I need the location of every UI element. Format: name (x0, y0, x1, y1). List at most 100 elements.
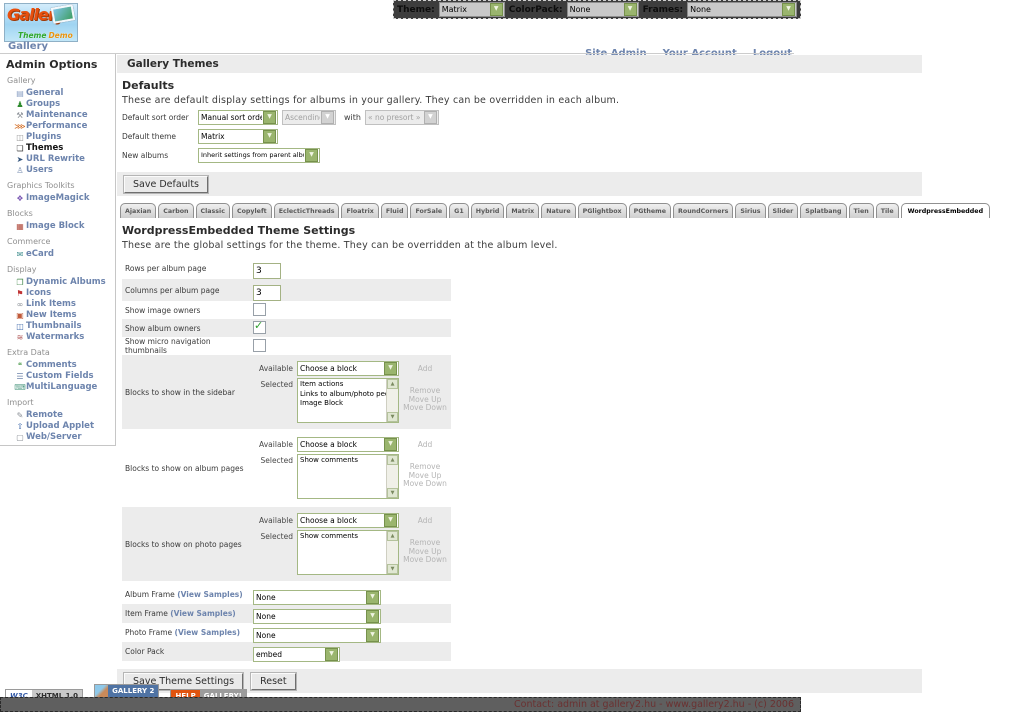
action-move-up[interactable]: Move Up (408, 546, 442, 556)
action-remove[interactable]: Remove (409, 386, 441, 395)
tab-copyleft[interactable]: Copyleft (231, 203, 272, 218)
frames-select[interactable]: None ▼ (687, 2, 797, 17)
sidebar-item-url-rewrite[interactable]: ➤ URL Rewrite (6, 154, 115, 165)
listbox-scrollbar[interactable]: ▲ ▼ (386, 455, 398, 498)
number-input[interactable] (253, 284, 281, 301)
gallery2-badge[interactable]: GALLERY 2 (94, 684, 160, 699)
view-samples-link[interactable]: (View Samples) (174, 628, 241, 637)
tab-roundcorners[interactable]: RoundCorners (673, 203, 734, 218)
sidebar-item-general[interactable]: ▤ General (6, 88, 115, 99)
add-action[interactable]: Add (417, 516, 433, 525)
sidebar-item-image-block[interactable]: ▦ Image Block (6, 221, 115, 232)
listbox-scrollbar[interactable]: ▲ ▼ (386, 531, 398, 574)
sidebar-item-maintenance[interactable]: ⚒ Maintenance (6, 110, 115, 121)
listbox-option[interactable]: Links to album/photo peers (300, 389, 387, 398)
sidebar-item-imagemagick[interactable]: ❖ ImageMagick (6, 193, 115, 204)
tab-tile[interactable]: Tile (875, 203, 899, 218)
sidebar-item-thumbnails[interactable]: ◫ Thumbnails (6, 321, 115, 332)
selected-blocks-listbox[interactable]: Show comments ▲ ▼ (297, 530, 399, 575)
action-move-down[interactable]: Move Down (403, 479, 447, 488)
tab-matrix[interactable]: Matrix (506, 203, 540, 218)
dropdown-select[interactable]: Choose a block ▼ (297, 361, 399, 376)
tab-splatbang[interactable]: Splatbang (800, 203, 847, 218)
sidebar-item-ecard[interactable]: ✉ eCard (6, 249, 115, 260)
checkbox[interactable] (253, 319, 266, 334)
dropdown-select[interactable]: None ▼ (253, 608, 381, 624)
tab-pgtheme[interactable]: PGtheme (628, 203, 672, 218)
action-remove[interactable]: Remove (409, 462, 441, 471)
tab-eclecticthreads[interactable]: EclecticThreads (273, 203, 340, 218)
colorpack-select[interactable]: None ▼ (566, 2, 639, 17)
number-input[interactable] (253, 262, 281, 279)
tab-tien[interactable]: Tien (848, 203, 874, 218)
sidebar-item-multilanguage[interactable]: ⌨ MultiLanguage (14, 382, 98, 392)
tab-floatrix[interactable]: Floatrix (341, 203, 379, 218)
save-defaults-button[interactable]: Save Defaults (124, 175, 208, 193)
sidebar-item-plugins[interactable]: ◫ Plugins (6, 132, 115, 143)
scroll-down-icon[interactable]: ▼ (387, 412, 398, 422)
view-samples-link[interactable]: (View Samples) (170, 609, 236, 618)
reset-button[interactable]: Reset (251, 672, 296, 690)
listbox-option[interactable]: Show comments (300, 532, 359, 540)
dropdown-select[interactable]: None ▼ (253, 627, 381, 643)
add-action[interactable]: Add (417, 440, 433, 449)
listbox-option[interactable]: Image Block (300, 399, 344, 407)
tab-forsale[interactable]: ForSale (410, 203, 448, 218)
action-move-down[interactable]: Move Down (403, 555, 447, 564)
scroll-up-icon[interactable]: ▲ (387, 455, 398, 465)
scroll-down-icon[interactable]: ▼ (387, 564, 398, 574)
tab-classic[interactable]: Classic (195, 203, 230, 218)
tab-fluid[interactable]: Fluid (380, 203, 409, 218)
tab-g1[interactable]: G1 (449, 203, 469, 218)
sidebar-item-performance[interactable]: ⋙ Performance (14, 121, 88, 131)
tab-pglightbox[interactable]: PGlightbox (577, 203, 627, 218)
sidebar-item-users[interactable]: ♙ Users (6, 165, 115, 176)
checkbox[interactable] (253, 302, 266, 316)
new-albums-select[interactable]: Inherit settings from parent album ▼ (198, 147, 320, 163)
tab-wordpressembedded[interactable]: WordpressEmbedded (900, 203, 991, 218)
sidebar-item-groups[interactable]: ♟ Groups (6, 99, 115, 110)
default-sort-order-select[interactable]: Manual sort order ▼ (198, 109, 278, 125)
sidebar-item-web-server[interactable]: ▢ Web/Server (6, 432, 115, 443)
action-remove[interactable]: Remove (409, 538, 441, 547)
sidebar-item-remote[interactable]: ✎ Remote (6, 410, 115, 421)
scroll-up-icon[interactable]: ▲ (387, 379, 398, 389)
dropdown-select[interactable]: None ▼ (253, 589, 381, 605)
gallery-home-link[interactable]: Gallery (8, 41, 49, 52)
new-items-icon: ▣ (16, 311, 24, 320)
theme-select[interactable]: Matrix ▼ (438, 2, 505, 17)
checkbox[interactable] (253, 338, 266, 352)
dropdown-select[interactable]: Choose a block ▼ (297, 513, 399, 528)
selected-blocks-listbox[interactable]: Show comments ▲ ▼ (297, 454, 399, 499)
gallery-logo[interactable]: Gallery Theme Demo (4, 3, 78, 42)
scroll-down-icon[interactable]: ▼ (387, 488, 398, 498)
tab-carbon[interactable]: Carbon (158, 203, 194, 218)
view-samples-link[interactable]: (View Samples) (177, 590, 243, 599)
sidebar-item-new-items[interactable]: ▣ New Items (6, 310, 115, 321)
tab-ajaxian[interactable]: Ajaxian (120, 203, 157, 218)
sidebar-item-icons[interactable]: ⚑ Icons (6, 288, 115, 299)
sidebar-item-link-items[interactable]: ∞ Link Items (6, 299, 115, 310)
sidebar-item-watermarks[interactable]: ≋ Watermarks (6, 332, 115, 343)
sidebar-item-comments[interactable]: ❝ Comments (6, 360, 115, 371)
add-action[interactable]: Add (417, 364, 433, 373)
tab-slider[interactable]: Slider (767, 203, 799, 218)
action-move-down[interactable]: Move Down (403, 403, 447, 412)
dropdown-select[interactable]: embed ▼ (253, 646, 340, 662)
default-theme-select[interactable]: Matrix ▼ (198, 128, 278, 144)
sidebar-item-custom-fields[interactable]: ☰ Custom Fields (6, 371, 115, 382)
tab-hybrid[interactable]: Hybrid (470, 203, 505, 218)
sidebar-item-upload-applet[interactable]: ⇧ Upload Applet (6, 421, 115, 432)
scroll-up-icon[interactable]: ▲ (387, 531, 398, 541)
tab-nature[interactable]: Nature (541, 203, 576, 218)
action-move-up[interactable]: Move Up (408, 394, 442, 404)
listbox-option[interactable]: Item actions (300, 380, 344, 388)
tab-sirius[interactable]: Sirius (735, 203, 766, 218)
selected-blocks-listbox[interactable]: Item actions Links to album/photo peers Im… (297, 378, 399, 423)
sidebar-item-themes[interactable]: ❏ Themes (6, 143, 115, 154)
listbox-scrollbar[interactable]: ▲ ▼ (386, 379, 398, 422)
listbox-option[interactable]: Show comments (300, 456, 359, 464)
sidebar-item-dynamic-albums[interactable]: ❐ Dynamic Albums (6, 277, 115, 288)
action-move-up[interactable]: Move Up (408, 470, 442, 480)
dropdown-select[interactable]: Choose a block ▼ (297, 437, 399, 452)
